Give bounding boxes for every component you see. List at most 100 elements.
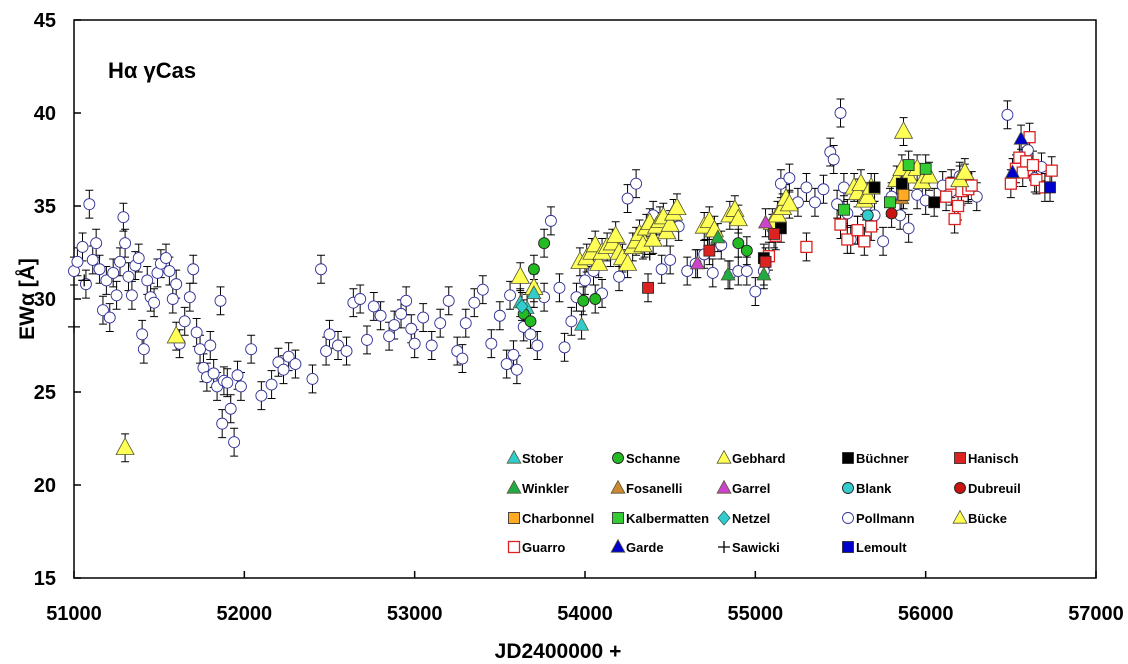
y-tick-label: 35: [34, 196, 56, 218]
legend-item-guarro: Guarro: [507, 540, 565, 555]
point-pollmann: [553, 281, 566, 294]
point-pollmann: [405, 322, 418, 335]
point-pollmann: [234, 380, 247, 393]
point-pollmann: [613, 270, 626, 283]
point-schanne: [577, 294, 590, 307]
legend-label-buchner: Büchner: [856, 451, 909, 466]
point-pollmann: [114, 255, 126, 268]
point-pollmann: [524, 328, 537, 341]
point-pollmann: [187, 263, 200, 276]
point-pollmann: [500, 358, 513, 371]
point-garde: [1004, 164, 1021, 179]
point-pollmann: [323, 328, 336, 341]
point-pollmann: [166, 293, 179, 305]
point-pollmann: [122, 270, 135, 283]
point-garrel: [689, 255, 705, 270]
legend-item-fosanelli: Fosanelli: [610, 479, 682, 496]
point-pollmann: [183, 291, 196, 304]
point-pollmann: [119, 237, 132, 250]
point-pollmann: [90, 237, 103, 250]
legend-marker-gebhard: [716, 449, 732, 464]
point-bucke: [606, 225, 626, 243]
point-bucke: [851, 173, 871, 191]
point-pollmann: [255, 389, 268, 402]
legend-item-bucke: Bücke: [952, 509, 1007, 526]
point-bucke: [643, 228, 663, 247]
point-pollmann: [902, 222, 915, 235]
point-pollmann: [476, 283, 489, 296]
legend-marker-fosanelli: [610, 479, 626, 494]
point-pollmann: [340, 345, 353, 358]
y-tick-label: 15: [34, 568, 56, 590]
point-guarro: [1030, 173, 1043, 187]
point-pollmann: [228, 436, 241, 449]
point-pollmann: [468, 296, 481, 309]
point-pollmann: [510, 363, 523, 376]
point-pollmann: [160, 252, 172, 265]
point-garde: [1013, 130, 1029, 145]
y-tick-label: 40: [34, 103, 56, 125]
point-pollmann: [289, 358, 302, 371]
legend: Stober Schanne Gebhard Büchner Hanisch Winkle…: [506, 449, 1021, 555]
legend-label-sawicki: Sawicki: [732, 540, 780, 555]
y-tick-label: 20: [34, 475, 56, 497]
point-guarro: [858, 235, 871, 248]
point-pollmann: [374, 309, 387, 322]
point-pollmann: [531, 339, 544, 352]
point-kalbermatten: [883, 196, 896, 209]
legend-marker-sawicki: [718, 541, 730, 553]
point-pollmann: [245, 343, 258, 356]
legend-label-garrel: Garrel: [732, 481, 770, 496]
legend-marker-netzel: [717, 510, 731, 526]
legend-label-fosanelli: Fosanelli: [626, 481, 682, 496]
point-pollmann: [565, 315, 578, 328]
point-bucke: [667, 197, 687, 215]
legend-item-garde: Garde: [610, 538, 664, 555]
point-schanne: [740, 244, 753, 257]
point-pollmann: [103, 311, 116, 324]
point-schanne: [538, 237, 551, 250]
axes: 51000 52000 53000 54000 55000 56000 57000 15 20 2…: [34, 10, 1124, 625]
point-hanisch: [768, 227, 780, 240]
point-pollmann: [207, 367, 220, 380]
point-winkler: [756, 266, 772, 281]
legend-item-dubreuil: Dubreuil: [954, 481, 1021, 496]
point-dubreuil: [885, 207, 898, 220]
legend-label-garde: Garde: [626, 540, 664, 555]
point-pollmann: [706, 267, 719, 279]
point-pollmann: [231, 369, 244, 382]
legend-item-netzel: Netzel: [717, 510, 770, 526]
point-blank: [861, 209, 874, 222]
point-gebhard: [115, 437, 135, 455]
legend-item-charbonnel: Charbonnel: [508, 511, 594, 526]
legend-marker-stober: [506, 449, 522, 464]
y-axis-title: EWα [Å]: [15, 258, 39, 340]
point-pollmann: [383, 330, 396, 343]
point-pollmann: [117, 211, 130, 224]
legend-item-stober: Stober: [506, 449, 563, 466]
point-pollmann: [456, 352, 469, 365]
point-guarro: [948, 212, 961, 226]
point-pollmann: [282, 350, 295, 363]
point-guarro: [841, 233, 854, 246]
point-gebhard: [510, 266, 530, 284]
point-hanisch: [759, 255, 772, 268]
point-buchner: [868, 181, 881, 194]
point-stober: [526, 285, 542, 299]
legend-label-blank: Blank: [856, 481, 892, 496]
legend-item-buchner: Büchner: [842, 451, 909, 466]
legend-item-gebhard: Gebhard: [716, 449, 786, 466]
point-pollmann: [388, 319, 401, 331]
point-bucke: [779, 193, 800, 212]
legend-item-hanisch: Hanisch: [954, 451, 1019, 466]
point-buchner: [928, 196, 941, 209]
point-pollmann: [79, 278, 92, 291]
legend-label-gebhard: Gebhard: [732, 451, 786, 466]
point-schanne: [524, 315, 537, 328]
point-pollmann: [800, 181, 813, 194]
point-pollmann: [178, 315, 191, 328]
legend-item-schanne: Schanne: [612, 451, 680, 466]
legend-label-lemoult: Lemoult: [856, 540, 907, 555]
point-stober: [574, 316, 590, 331]
x-tick-label: 52000: [217, 603, 273, 625]
